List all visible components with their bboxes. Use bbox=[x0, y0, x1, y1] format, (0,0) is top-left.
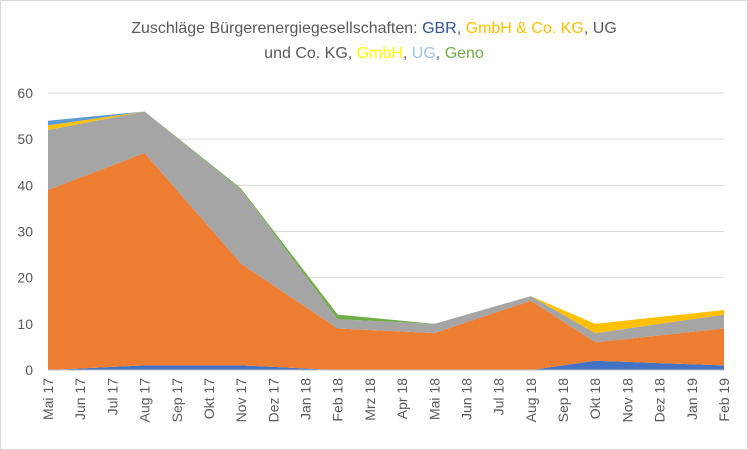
title-line-1-segment: , UG bbox=[583, 20, 617, 37]
x-tick-label: Mai 17 bbox=[40, 378, 56, 420]
x-tick-label: Jul 18 bbox=[491, 378, 507, 416]
x-tick-label: Jun 17 bbox=[72, 378, 88, 420]
chart-title-line-2: und Co. KG, GmbH, UG, Geno bbox=[0, 45, 748, 63]
x-tick-label: Feb 18 bbox=[330, 378, 346, 422]
title-line-1-segment: , bbox=[456, 20, 466, 37]
y-tick-label: 50 bbox=[17, 131, 33, 147]
x-tick-label: Mai 18 bbox=[426, 378, 442, 420]
y-tick-label: 40 bbox=[17, 177, 33, 193]
x-tick-label: Dez 18 bbox=[652, 378, 668, 423]
x-tick-label: Aug 17 bbox=[137, 378, 153, 423]
chart-title-line-1: Zuschläge Bürgerenergiegesellschaften: G… bbox=[0, 20, 748, 38]
title-line-2-segment: und Co. KG, bbox=[264, 45, 357, 62]
x-tick-label: Jan 18 bbox=[298, 378, 314, 420]
x-tick-label: Sep 17 bbox=[169, 378, 185, 423]
y-tick-label: 30 bbox=[17, 224, 33, 240]
y-tick-label: 60 bbox=[17, 85, 33, 101]
y-tick-label: 20 bbox=[17, 270, 33, 286]
title-line-2-segment: UG bbox=[411, 45, 436, 62]
x-tick-label: Jan 19 bbox=[684, 378, 700, 420]
title-line-1-segment: Zuschläge Bürgerenergiegesellschaften: bbox=[131, 20, 423, 37]
title-line-2-segment: , bbox=[435, 45, 445, 62]
title-line-2-segment: Geno bbox=[444, 45, 484, 62]
x-tick-label: Apr 18 bbox=[394, 378, 410, 419]
title-line-1-segment: GmbH & Co. KG bbox=[465, 20, 584, 37]
y-tick-label: 0 bbox=[25, 362, 33, 378]
area-series-gbr bbox=[48, 360, 724, 370]
x-tick-label: Nov 17 bbox=[233, 378, 249, 423]
x-tick-label: Dez 17 bbox=[265, 378, 281, 423]
x-tick-label: Okt 18 bbox=[587, 378, 603, 419]
x-tick-label: Sep 18 bbox=[555, 378, 571, 423]
x-tick-label: Jun 18 bbox=[458, 378, 474, 420]
title-line-2-segment: , bbox=[402, 45, 412, 62]
x-tick-label: Okt 17 bbox=[201, 378, 217, 419]
title-line-2-segment: GmbH bbox=[356, 45, 403, 62]
x-tick-label: Nov 18 bbox=[619, 378, 635, 423]
y-tick-label: 10 bbox=[17, 316, 33, 332]
area-series-series-1 bbox=[48, 153, 724, 370]
x-tick-label: Mrz 18 bbox=[362, 378, 378, 421]
x-tick-label: Feb 19 bbox=[716, 378, 732, 422]
title-line-1-segment: GBR bbox=[422, 20, 457, 37]
x-tick-label: Jul 17 bbox=[104, 378, 120, 416]
x-tick-label: Aug 18 bbox=[523, 378, 539, 423]
area-series-series-2 bbox=[48, 111, 724, 343]
